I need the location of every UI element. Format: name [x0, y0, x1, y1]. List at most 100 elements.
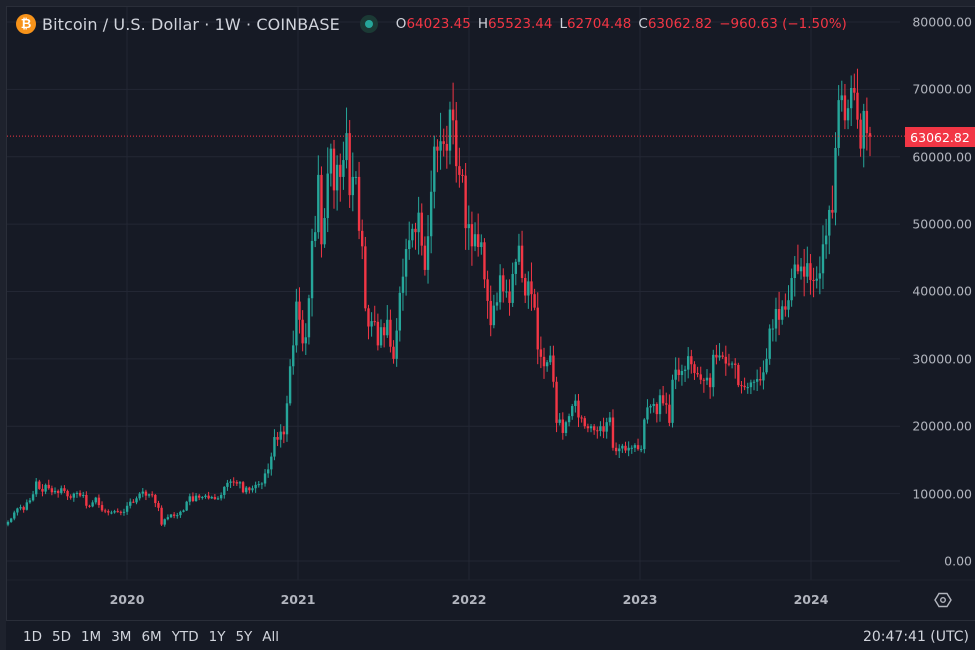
candle-body: [304, 337, 307, 344]
candle-body: [35, 481, 38, 495]
candle-body: [357, 176, 361, 231]
candle-body: [561, 419, 565, 433]
candle-body: [498, 275, 502, 303]
candle-body: [846, 108, 850, 121]
candle-body: [88, 505, 91, 507]
candle-body: [436, 146, 439, 151]
candle-body: [31, 494, 35, 501]
candle-body: [621, 445, 624, 449]
candle-body: [404, 249, 408, 277]
candle-body: [44, 484, 47, 492]
candle-body: [596, 430, 599, 432]
candle-body: [451, 109, 455, 121]
candle-body: [696, 373, 699, 375]
candle-body: [828, 209, 831, 236]
candle-body: [198, 495, 201, 498]
candle-body: [60, 488, 63, 493]
candle-body: [448, 109, 452, 151]
candle-body: [815, 278, 818, 281]
price-tick-label: 30000.00: [912, 351, 972, 367]
candle-body: [229, 481, 232, 483]
range-button-ytd[interactable]: YTD: [171, 629, 199, 645]
candle-body: [392, 346, 395, 359]
date-range-selector: 1D 5D 1M 3M 6M YTD 1Y 5Y All: [17, 629, 284, 645]
candle-body: [163, 519, 166, 525]
candle-body: [473, 234, 477, 247]
candle-body: [135, 498, 138, 503]
candle-body: [69, 496, 72, 498]
candle-body: [216, 498, 220, 500]
candle-body: [370, 321, 373, 327]
candle-body: [107, 511, 110, 513]
candle-body: [16, 508, 19, 513]
range-button-1y[interactable]: 1Y: [208, 629, 226, 645]
candle-body: [442, 141, 445, 144]
candle-body: [636, 445, 640, 450]
candle-body: [868, 133, 872, 137]
utc-clock[interactable]: 20:47:41 (UTC): [862, 629, 969, 645]
candle-body: [361, 230, 364, 247]
candle-body: [326, 173, 329, 219]
range-button-5d[interactable]: 5D: [51, 629, 71, 645]
candle-body: [63, 488, 66, 491]
symbol-title[interactable]: Bitcoin / U.S. Dollar · 1W · COINBASE: [42, 14, 340, 34]
candle-body: [13, 512, 16, 519]
candle-body: [213, 496, 217, 500]
candle-body: [160, 507, 163, 525]
candle-body: [690, 356, 693, 365]
candle-body: [705, 377, 709, 381]
candle-body: [843, 95, 847, 121]
candle-body: [260, 483, 264, 485]
candle-body: [458, 166, 461, 175]
candle-body: [624, 445, 627, 451]
candle-body: [235, 482, 239, 484]
range-button-5y[interactable]: 5Y: [235, 629, 253, 645]
range-button-6m[interactable]: 6M: [141, 629, 162, 645]
candle-body: [223, 486, 226, 495]
candle-body: [856, 92, 859, 120]
candle-body: [429, 191, 433, 237]
candle-body: [589, 426, 593, 429]
symbol-legend: ₿ Bitcoin / U.S. Dollar · 1W · COINBASE …: [16, 13, 847, 35]
candle-body: [781, 306, 784, 320]
candle-body: [539, 349, 543, 357]
candle-body: [279, 431, 282, 440]
candle-body: [191, 496, 195, 502]
candle-body: [517, 245, 521, 262]
candle-body: [558, 419, 561, 423]
candle-body: [332, 148, 336, 191]
range-button-all[interactable]: All: [262, 629, 280, 645]
candle-body: [686, 356, 690, 370]
candle-body: [53, 490, 57, 493]
candle-body: [103, 510, 107, 512]
candle-body: [834, 147, 837, 213]
candle-body: [411, 228, 414, 241]
candle-body: [571, 406, 574, 417]
market-status-icon[interactable]: [359, 15, 378, 33]
candlestick-chart[interactable]: [0, 0, 975, 620]
candle-body: [295, 301, 298, 346]
candle-body: [608, 417, 612, 423]
candle-body: [743, 385, 746, 388]
candle-body: [759, 379, 762, 381]
candle-body: [185, 501, 188, 511]
candle-body: [712, 354, 715, 388]
candle-body: [671, 379, 674, 423]
candle-body: [367, 308, 370, 327]
chart-settings-icon[interactable]: [934, 591, 952, 609]
candle-body: [611, 417, 615, 448]
range-button-3m[interactable]: 3M: [111, 629, 132, 645]
candle-body: [50, 488, 54, 493]
candle-body: [382, 327, 386, 336]
candle-body: [567, 416, 571, 423]
candle-body: [483, 242, 486, 280]
candle-body: [768, 328, 771, 359]
candle-body: [721, 355, 724, 357]
range-button-1d[interactable]: 1D: [23, 629, 42, 645]
candle-body: [423, 245, 427, 270]
candle-body: [75, 492, 79, 494]
range-button-1m[interactable]: 1M: [80, 629, 102, 645]
candle-body: [524, 278, 527, 296]
candle-body: [329, 148, 333, 174]
candle-body: [683, 369, 687, 371]
